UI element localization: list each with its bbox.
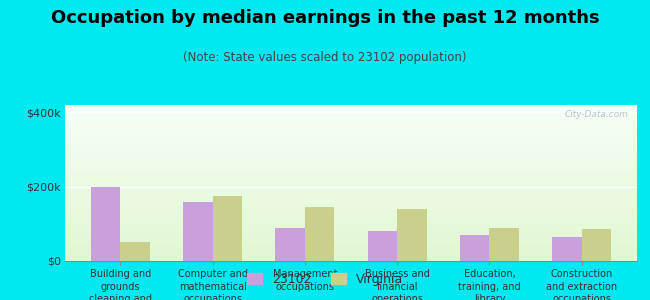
- Bar: [91, 187, 120, 261]
- Bar: [213, 196, 242, 261]
- Bar: [305, 207, 334, 261]
- Bar: [460, 235, 489, 261]
- Text: (Note: State values scaled to 23102 population): (Note: State values scaled to 23102 popu…: [183, 51, 467, 64]
- Text: City-Data.com: City-Data.com: [564, 110, 629, 119]
- Bar: [183, 202, 213, 261]
- Bar: [276, 228, 305, 261]
- Bar: [120, 242, 150, 261]
- Legend: 23102, Virginia: 23102, Virginia: [242, 268, 408, 291]
- Bar: [582, 230, 611, 261]
- Bar: [368, 231, 397, 261]
- Bar: [552, 237, 582, 261]
- Bar: [489, 228, 519, 261]
- Text: Occupation by median earnings in the past 12 months: Occupation by median earnings in the pas…: [51, 9, 599, 27]
- Bar: [397, 209, 426, 261]
